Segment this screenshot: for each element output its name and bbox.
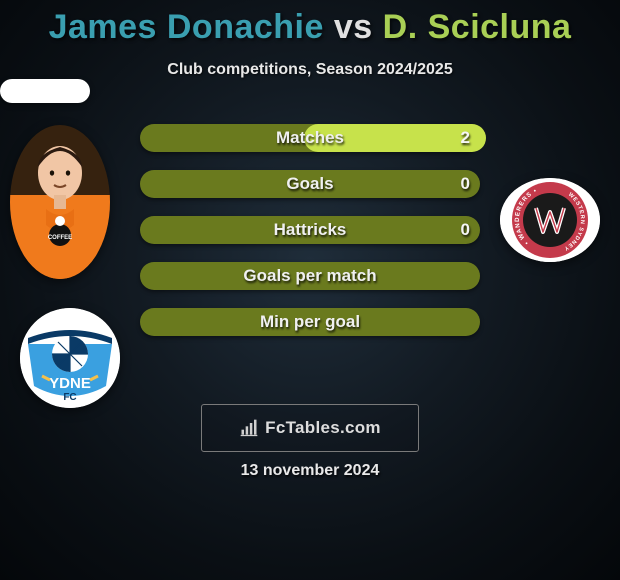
stat-row: Hattricks0: [140, 216, 480, 244]
snapshot-date: 13 november 2024: [0, 462, 620, 480]
stat-track: [140, 262, 480, 290]
stat-bars: Matches2 Goals0 Hattricks0 Goals per match M…: [140, 124, 480, 354]
stat-value-right: 0: [461, 216, 470, 244]
stat-row: Goals per match: [140, 262, 480, 290]
player1-photo: COFFEE: [10, 125, 110, 279]
stat-row: Goals0: [140, 170, 480, 198]
comparison-title: James Donachie vs D. Scicluna: [0, 0, 620, 47]
player2-name: D. Scicluna: [383, 8, 572, 46]
club-ring-svg: • WANDERERS • WESTERN SYDNEY: [500, 178, 600, 262]
stat-value-right: 2: [461, 124, 470, 152]
svg-text:FC: FC: [63, 392, 76, 403]
chart-bars-icon: [239, 418, 259, 438]
stat-value-right: 0: [461, 170, 470, 198]
player-photo-svg: COFFEE: [10, 125, 110, 279]
subtitle: Club competitions, Season 2024/2025: [0, 61, 620, 79]
club-badge-svg: YDNE FC: [20, 308, 120, 408]
player2-club-badge: • WANDERERS • WESTERN SYDNEY: [500, 178, 600, 262]
stat-track: [140, 216, 480, 244]
player2-photo-placeholder: [0, 79, 90, 103]
stat-row: Matches2: [140, 124, 480, 152]
player1-club-badge: YDNE FC: [20, 308, 120, 408]
source-label: FcTables.com: [265, 418, 381, 438]
source-badge: FcTables.com: [201, 404, 419, 452]
svg-text:COFFEE: COFFEE: [48, 235, 72, 241]
vs-text: vs: [334, 8, 373, 46]
stat-bar-right: [304, 124, 486, 152]
player1-name: James Donachie: [49, 8, 324, 46]
stat-track: [140, 308, 480, 336]
stat-track: [140, 170, 480, 198]
stat-row: Min per goal: [140, 308, 480, 336]
svg-text:YDNE: YDNE: [49, 375, 91, 392]
